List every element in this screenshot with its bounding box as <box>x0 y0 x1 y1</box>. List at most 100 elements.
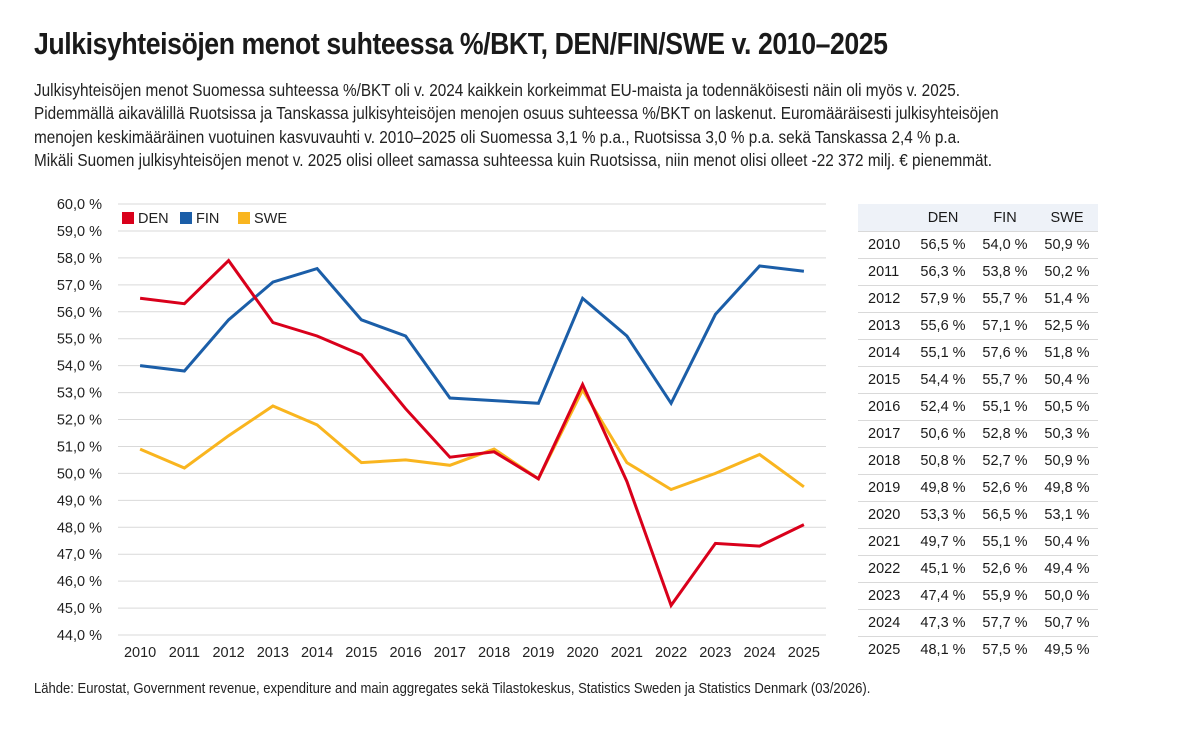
table-year-cell: 2012 <box>858 285 912 313</box>
table-value-cell: 49,7 % <box>912 528 974 556</box>
series-line-swe <box>139 386 805 492</box>
table-row: 2013 55,6 % 57,1 % 52,5 % <box>858 312 1098 340</box>
description-line: Mikäli Suomen julkisyhteisöjen menot v. … <box>34 149 993 170</box>
table-value-cell: 50,2 % <box>1036 258 1098 286</box>
y-tick-label: 58,0 % <box>57 251 102 267</box>
table-year-cell: 2022 <box>858 555 912 583</box>
table-row: 2016 52,4 % 55,1 % 50,5 % <box>858 393 1098 421</box>
description: Julkisyhteisöjen menot Suomessa suhteess… <box>34 79 1163 172</box>
x-tick-label: 2019 <box>522 645 554 661</box>
table-value-cell: 50,3 % <box>1036 420 1098 448</box>
y-tick-label: 49,0 % <box>57 493 102 509</box>
table-year-cell: 2021 <box>858 528 912 556</box>
y-tick-label: 46,0 % <box>57 574 102 590</box>
table-year-cell: 2015 <box>858 366 912 394</box>
table-value-cell: 52,6 % <box>974 474 1036 502</box>
source-note: Lähde: Eurostat, Government revenue, exp… <box>34 681 871 697</box>
table-value-cell: 54,4 % <box>912 366 974 394</box>
table-row: 2018 50,8 % 52,7 % 50,9 % <box>858 447 1098 475</box>
series-line-fin <box>139 264 805 407</box>
y-tick-label: 45,0 % <box>57 601 102 617</box>
x-tick-label: 2025 <box>788 645 820 661</box>
x-tick-label: 2016 <box>389 645 421 661</box>
table-row: 2017 50,6 % 52,8 % 50,3 % <box>858 420 1098 448</box>
legend-label-fin: FIN <box>196 211 219 227</box>
table-value-cell: 57,9 % <box>912 285 974 313</box>
table-value-cell: 56,5 % <box>974 501 1036 529</box>
table-value-cell: 57,6 % <box>974 339 1036 367</box>
x-tick-label: 2011 <box>169 645 200 661</box>
table-value-cell: 55,1 % <box>974 528 1036 556</box>
table-value-cell: 50,9 % <box>1036 447 1098 475</box>
x-tick-label: 2018 <box>478 645 510 661</box>
x-tick-label: 2010 <box>124 645 156 661</box>
table-value-cell: 50,6 % <box>912 420 974 448</box>
table-value-cell: 45,1 % <box>912 555 974 583</box>
table-row: 2025 48,1 % 57,5 % 49,5 % <box>858 636 1098 663</box>
x-tick-label: 2020 <box>566 645 598 661</box>
table-year-cell: 2014 <box>858 339 912 367</box>
x-tick-label: 2014 <box>301 645 333 661</box>
table-value-cell: 49,8 % <box>1036 474 1098 502</box>
table-year-cell: 2011 <box>858 258 912 286</box>
table-header-cell: SWE <box>1036 204 1098 232</box>
data-table: DEN FIN SWE 2010 56,5 % 54,0 % 50,9 % 2011 56… <box>858 204 1098 663</box>
table-row: 2024 47,3 % 57,7 % 50,7 % <box>858 609 1098 637</box>
y-tick-label: 51,0 % <box>57 439 102 455</box>
table-value-cell: 55,1 % <box>974 393 1036 421</box>
table-value-cell: 49,8 % <box>912 474 974 502</box>
table-value-cell: 51,4 % <box>1036 285 1098 313</box>
x-tick-label: 2022 <box>655 645 687 661</box>
table-value-cell: 49,4 % <box>1036 555 1098 583</box>
table-value-cell: 57,1 % <box>974 312 1036 340</box>
page-title: Julkisyhteisöjen menot suhteessa %/BKT, … <box>34 26 888 61</box>
legend-label-swe: SWE <box>254 211 287 227</box>
table-row: 2020 53,3 % 56,5 % 53,1 % <box>858 501 1098 529</box>
table-value-cell: 53,1 % <box>1036 501 1098 529</box>
x-tick-label: 2017 <box>434 645 466 661</box>
table-year-cell: 2020 <box>858 501 912 529</box>
table-value-cell: 55,7 % <box>974 285 1036 313</box>
table-value-cell: 57,7 % <box>974 609 1036 637</box>
y-tick-label: 53,0 % <box>57 386 102 402</box>
table-value-cell: 47,4 % <box>912 582 974 610</box>
legend-swatch-swe <box>238 212 250 224</box>
x-tick-label: 2024 <box>743 645 775 661</box>
table-value-cell: 49,5 % <box>1036 636 1098 663</box>
y-tick-label: 60,0 % <box>57 197 102 213</box>
x-tick-label: 2023 <box>699 645 731 661</box>
line-chart: 44,0 % 45,0 % 46,0 % 47,0 % 48,0 % 49,0 % 50,0… <box>57 197 826 661</box>
y-tick-label: 56,0 % <box>57 305 102 321</box>
table-value-cell: 48,1 % <box>912 636 974 663</box>
table-row: 2012 57,9 % 55,7 % 51,4 % <box>858 285 1098 313</box>
table-value-cell: 50,5 % <box>1036 393 1098 421</box>
table-row: 2014 55,1 % 57,6 % 51,8 % <box>858 339 1098 367</box>
table-value-cell: 53,3 % <box>912 501 974 529</box>
x-tick-label: 2021 <box>611 645 643 661</box>
y-tick-label: 48,0 % <box>57 520 102 536</box>
table-value-cell: 50,0 % <box>1036 582 1098 610</box>
description-line: menojen keskimääräinen vuotuinen kasvuva… <box>34 126 961 147</box>
table-value-cell: 50,7 % <box>1036 609 1098 637</box>
x-tick-label: 2012 <box>212 645 244 661</box>
table-year-cell: 2010 <box>858 231 912 259</box>
description-line: Pidemmällä aikavälillä Ruotsissa ja Tans… <box>34 103 999 124</box>
table-row: 2023 47,4 % 55,9 % 50,0 % <box>858 582 1098 610</box>
table-row: 2022 45,1 % 52,6 % 49,4 % <box>858 555 1098 583</box>
table-value-cell: 52,8 % <box>974 420 1036 448</box>
table-year-cell: 2024 <box>858 609 912 637</box>
table-value-cell: 50,4 % <box>1036 528 1098 556</box>
table-value-cell: 55,6 % <box>912 312 974 340</box>
x-tick-label: 2013 <box>257 645 289 661</box>
legend-swatch-fin <box>180 212 192 224</box>
y-tick-label: 50,0 % <box>57 466 102 482</box>
table-row: 2019 49,8 % 52,6 % 49,8 % <box>858 474 1098 502</box>
table-value-cell: 52,7 % <box>974 447 1036 475</box>
table-value-cell: 56,5 % <box>912 231 974 259</box>
y-tick-label: 47,0 % <box>57 547 102 563</box>
y-tick-label: 54,0 % <box>57 359 102 375</box>
x-tick-label: 2015 <box>345 645 377 661</box>
table-value-cell: 50,8 % <box>912 447 974 475</box>
table-value-cell: 56,3 % <box>912 258 974 286</box>
y-tick-label: 52,0 % <box>57 413 102 429</box>
